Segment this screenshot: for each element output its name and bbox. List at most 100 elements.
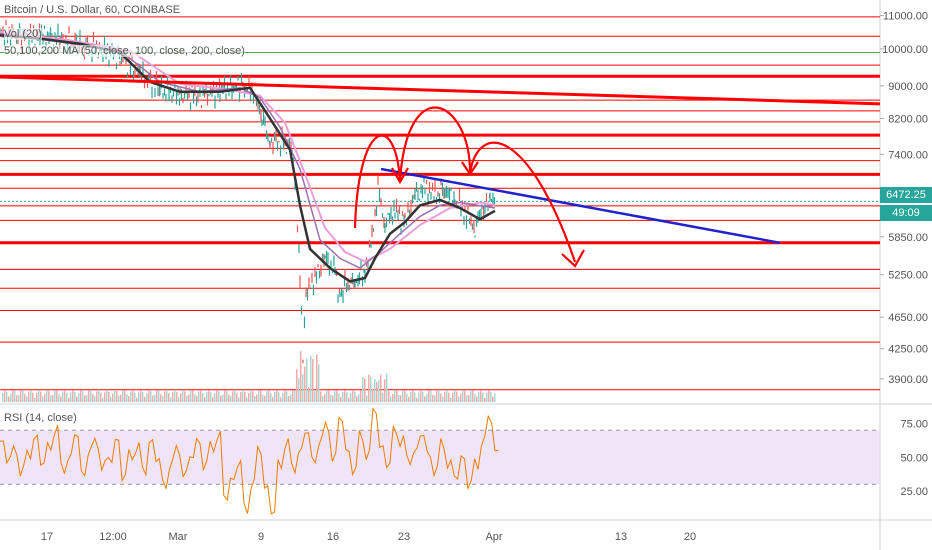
volume-bar <box>404 390 406 402</box>
volume-bar <box>438 390 440 402</box>
bar-countdown-tag: 49:09 <box>880 205 932 221</box>
volume-bar <box>82 390 84 402</box>
volume-bar <box>172 392 174 402</box>
volume-bar <box>330 394 332 402</box>
volume-bar <box>378 380 380 402</box>
volume-bar <box>380 374 382 402</box>
volume-bar <box>152 395 154 402</box>
volume-bar <box>202 393 204 402</box>
volume-bar <box>204 397 206 402</box>
volume-bar <box>410 391 412 402</box>
volume-bar <box>166 390 168 402</box>
volume-bar <box>434 395 436 402</box>
volume-bar <box>140 390 142 402</box>
volume-bar <box>346 392 348 402</box>
volume-bar <box>466 395 468 402</box>
time-tick-label: Mar <box>169 531 188 543</box>
volume-bar <box>18 395 20 402</box>
volume-bar <box>110 396 112 402</box>
volume-bar <box>250 390 252 402</box>
volume-bar <box>24 393 26 402</box>
volume-bar <box>108 391 110 402</box>
rsi-tick-label: 25.00 <box>900 486 928 498</box>
volume-bar <box>474 393 476 402</box>
volume-bar <box>452 392 454 402</box>
volume-bar <box>170 397 172 402</box>
volume-bar <box>388 391 390 402</box>
volume-bar <box>352 390 354 402</box>
volume-bar <box>232 391 234 402</box>
time-tick-label: 9 <box>258 531 264 543</box>
volume-bar <box>184 391 186 402</box>
volume-bar <box>426 393 428 402</box>
volume-bar <box>218 391 220 402</box>
volume-legend-label: Vol (20) <box>4 28 42 40</box>
volume-bar <box>14 390 16 402</box>
ma-legend-label: 50,100,200 MA (50, close, 100, close, 20… <box>4 45 245 57</box>
volume-bar <box>190 390 192 402</box>
volume-bar <box>464 390 466 402</box>
rsi-band <box>0 430 880 485</box>
volume-bar <box>458 396 460 402</box>
volume-bar <box>38 390 40 402</box>
arrow-head-1 <box>391 167 409 185</box>
arrow-head-3 <box>561 249 585 268</box>
volume-bar <box>362 377 364 402</box>
volume-bar <box>342 391 344 402</box>
volume-bar <box>366 395 368 402</box>
volume-bar <box>22 390 24 402</box>
time-tick-label: 13 <box>615 531 627 543</box>
volume-bar <box>88 390 90 402</box>
time-tick-label: 12:00 <box>99 531 127 543</box>
volume-bar <box>442 396 444 402</box>
volume-bar <box>296 369 298 402</box>
volume-bar <box>266 391 268 402</box>
volume-bar <box>216 390 218 402</box>
volume-bar <box>412 390 414 402</box>
volume-bar <box>358 394 360 402</box>
ma-legend: 50,100,200 MA (50, close, 100, close, 20… <box>4 45 245 57</box>
volume-bar <box>400 395 402 402</box>
volume-bar <box>46 390 48 402</box>
volume-bar <box>118 395 120 402</box>
volume-bar <box>196 395 198 402</box>
rsi-tick-label: 50.00 <box>900 452 928 464</box>
volume-bar <box>210 392 212 402</box>
volume-bar <box>150 391 152 402</box>
price-tick-label: 4650.00 <box>888 312 928 324</box>
volume-bar <box>136 397 138 402</box>
volume-bar <box>12 390 14 402</box>
price-tick-label: 10000.00 <box>882 44 928 56</box>
volume-bar <box>78 393 80 402</box>
volume-bar <box>258 390 260 402</box>
volume-bar <box>364 378 366 402</box>
volume-bar <box>406 393 408 402</box>
volume-bar <box>350 392 352 402</box>
volume-bar <box>124 390 126 402</box>
volume-bar <box>264 395 266 402</box>
volume-bar <box>418 392 420 402</box>
volume-bar <box>430 390 432 402</box>
volume-bar <box>164 391 166 402</box>
volume-bar <box>440 393 442 402</box>
volume-bar <box>242 390 244 402</box>
volume-bar <box>480 390 482 402</box>
volume-bar <box>460 393 462 402</box>
volume-bar <box>102 397 104 402</box>
volume-bar <box>326 390 328 402</box>
volume-bar <box>322 396 324 402</box>
price-tick-label: 4250.00 <box>888 344 928 356</box>
volume-bar <box>386 373 388 402</box>
rsi-tick-label: 75.00 <box>900 419 928 431</box>
volume-bar <box>382 392 384 402</box>
chart-title: Bitcoin / U.S. Dollar, 60, COINBASE <box>4 4 181 16</box>
volume-bar <box>168 393 170 402</box>
price-tick-label: 3900.00 <box>888 374 928 386</box>
volume-bar <box>286 391 288 402</box>
volume-bar <box>120 394 122 402</box>
rsi-legend-label: RSI (14, close) <box>4 412 77 424</box>
volume-bar <box>128 396 130 402</box>
volume-bar <box>34 397 36 402</box>
